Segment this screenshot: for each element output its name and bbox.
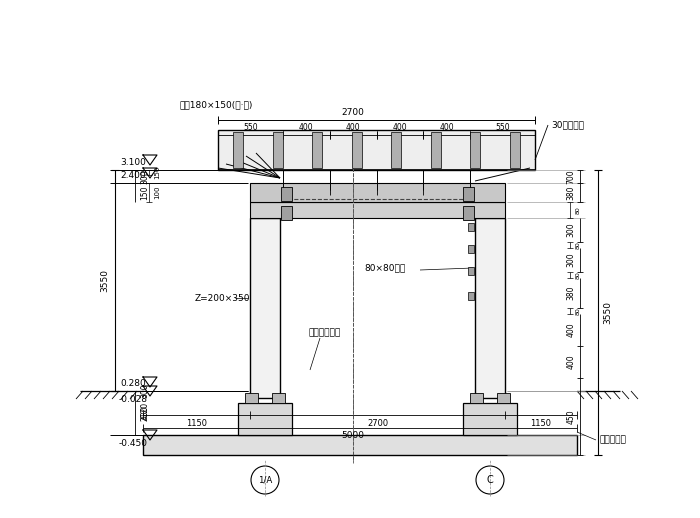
Text: 300: 300 <box>566 253 575 267</box>
Bar <box>463 403 517 435</box>
Text: 2120: 2120 <box>141 401 150 421</box>
Text: 木花箕见详图: 木花箕见详图 <box>309 328 341 338</box>
Text: 700: 700 <box>566 169 575 184</box>
Bar <box>351 132 362 168</box>
Text: 550: 550 <box>243 122 258 132</box>
Bar <box>510 132 520 168</box>
Text: 基础见详图: 基础见详图 <box>600 436 627 444</box>
Bar <box>431 132 441 168</box>
Text: 380: 380 <box>566 286 575 300</box>
Text: 80×80木方: 80×80木方 <box>365 264 405 272</box>
Text: 3550: 3550 <box>101 269 109 292</box>
Text: 400: 400 <box>566 355 575 369</box>
Text: 0.280: 0.280 <box>120 380 146 388</box>
Bar <box>312 132 322 168</box>
Text: 400: 400 <box>346 122 360 132</box>
Text: 400: 400 <box>299 122 314 132</box>
Text: 3.100: 3.100 <box>120 157 146 166</box>
Bar <box>143 435 577 455</box>
Text: 300: 300 <box>566 223 575 237</box>
Text: 1150: 1150 <box>531 419 552 427</box>
Text: 380: 380 <box>566 185 575 200</box>
Text: 400: 400 <box>440 122 454 132</box>
Bar <box>272 393 285 403</box>
Bar <box>497 393 510 403</box>
Text: 2700: 2700 <box>342 108 365 117</box>
Bar <box>468 292 474 300</box>
Bar <box>250 218 280 398</box>
Circle shape <box>476 466 504 494</box>
Text: 300: 300 <box>141 169 150 184</box>
Text: 400: 400 <box>393 122 407 132</box>
Bar <box>470 132 480 168</box>
Bar <box>281 206 292 220</box>
Bar <box>463 187 474 201</box>
Text: 80: 80 <box>575 307 580 315</box>
Bar <box>272 132 283 168</box>
Text: 2.400: 2.400 <box>120 170 146 180</box>
Bar <box>281 187 292 201</box>
Bar <box>391 132 401 168</box>
Text: 木梁180×150(宽·高): 木梁180×150(宽·高) <box>180 100 253 109</box>
Text: 1/A: 1/A <box>258 476 272 484</box>
Text: 5000: 5000 <box>342 431 365 440</box>
Text: 450: 450 <box>566 409 575 424</box>
Bar <box>470 393 483 403</box>
Bar <box>245 393 258 403</box>
Bar <box>250 183 505 202</box>
Text: 3550: 3550 <box>603 301 612 324</box>
Text: 150: 150 <box>141 185 150 200</box>
Text: -0.028: -0.028 <box>118 395 148 404</box>
Bar <box>250 202 505 218</box>
Text: 100: 100 <box>154 186 160 199</box>
Text: 300: 300 <box>141 384 150 398</box>
Text: 80: 80 <box>575 241 580 249</box>
Text: 2700: 2700 <box>367 419 388 427</box>
Text: 400: 400 <box>566 323 575 337</box>
Bar <box>468 267 474 275</box>
Text: 150: 150 <box>154 166 160 179</box>
Bar <box>233 132 243 168</box>
Circle shape <box>251 466 279 494</box>
Bar <box>468 223 474 231</box>
Text: Z=200×350: Z=200×350 <box>195 294 251 303</box>
Bar <box>238 403 292 435</box>
Bar <box>468 245 474 253</box>
Bar <box>475 218 505 398</box>
Text: 80: 80 <box>575 271 580 279</box>
Text: C: C <box>486 475 493 485</box>
Bar <box>218 130 535 170</box>
Bar <box>463 206 474 220</box>
Text: 1150: 1150 <box>186 419 207 427</box>
Text: -0.450: -0.450 <box>118 439 148 448</box>
Text: 30厘雨篷板: 30厘雨篷板 <box>551 121 584 130</box>
Text: 80: 80 <box>575 206 580 214</box>
Text: 550: 550 <box>496 122 510 132</box>
Text: 430: 430 <box>141 406 150 420</box>
